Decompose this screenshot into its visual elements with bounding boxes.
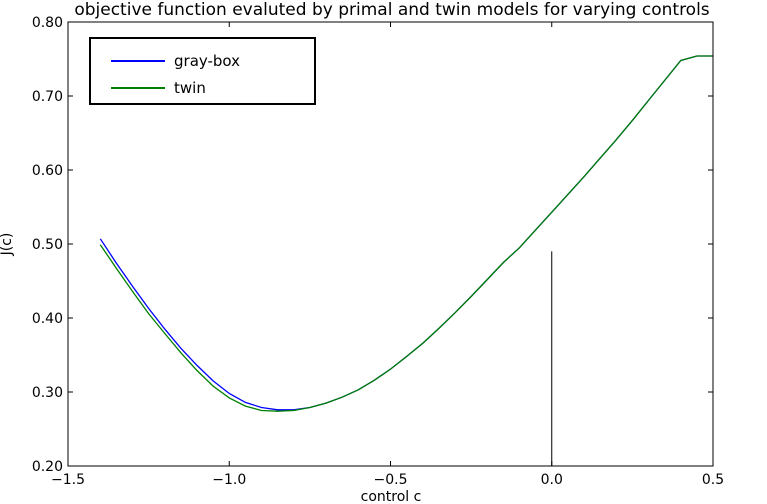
y-tick-label: 0.30 — [32, 385, 63, 401]
x-tick-label: −0.5 — [374, 472, 408, 488]
chart-title: objective function evaluted by primal an… — [74, 0, 709, 20]
x-tick-label: 0.0 — [541, 472, 563, 488]
axis-ticks: −1.5 −1.0 −0.5 0.0 0.5 0.20 0.30 0.40 0.50 0.60 0.… — [32, 15, 724, 488]
y-tick-label: 0.70 — [32, 89, 63, 105]
legend-label-twin: twin — [174, 79, 206, 97]
y-tick-label: 0.40 — [32, 311, 63, 327]
y-axis-label: J(c) — [0, 233, 15, 257]
series-line-twin — [99, 55, 713, 412]
series-lines — [99, 55, 713, 412]
legend-box — [89, 37, 316, 105]
legend: gray-box twin — [89, 37, 316, 105]
y-tick-label: 0.80 — [32, 15, 63, 31]
y-tick-label: 0.60 — [32, 163, 63, 179]
y-tick-label: 0.20 — [32, 459, 63, 475]
y-tick-label: 0.50 — [32, 237, 63, 253]
x-tick-label: 0.5 — [702, 472, 724, 488]
x-tick-label: −1.5 — [51, 472, 85, 488]
legend-label-gray-box: gray-box — [174, 52, 240, 70]
x-axis-label: control c — [361, 489, 422, 504]
x-tick-label: −1.0 — [212, 472, 246, 488]
